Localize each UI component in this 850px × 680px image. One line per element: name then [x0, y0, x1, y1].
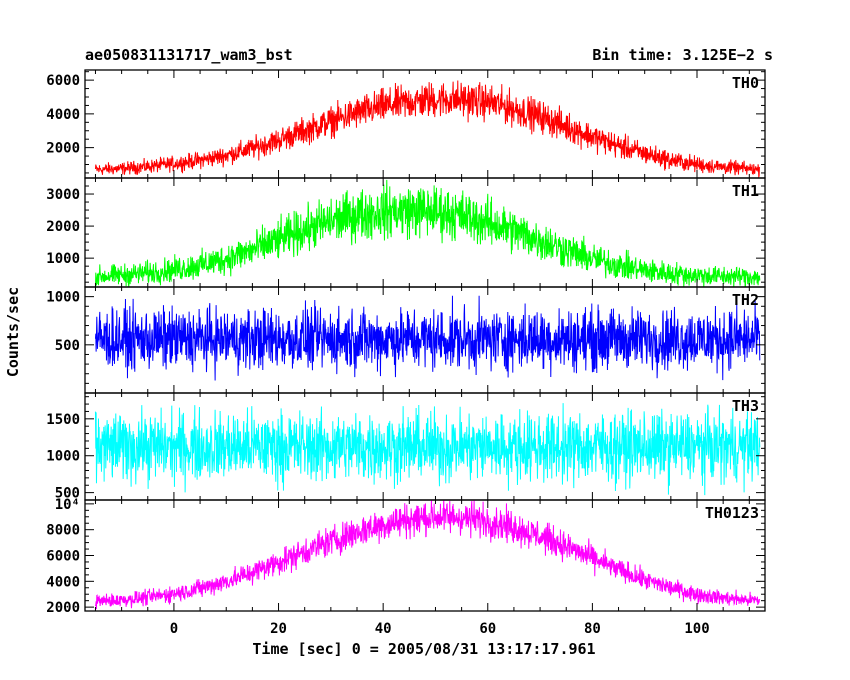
x-tick-label: 100	[684, 621, 709, 637]
panel-th3: 500 1000 1500 TH3	[46, 392, 766, 502]
panel-name-label: TH1	[732, 182, 759, 200]
y-axis-label: Counts/sec	[4, 287, 22, 377]
y-tick-label: 6000	[46, 549, 80, 565]
y-tick-label: 3000	[46, 187, 80, 203]
y-tick-label: 2000	[46, 600, 80, 616]
panel-name-label: TH3	[732, 397, 759, 415]
x-tick-label: 20	[270, 621, 287, 637]
series-th2-line	[94, 295, 761, 381]
panel-th2: 500 1000 TH2	[46, 286, 766, 394]
series-th0-line	[94, 80, 761, 178]
series-th0123-line	[94, 500, 761, 610]
panel-name-label: TH0	[732, 74, 759, 92]
x-tick-label: 60	[479, 621, 496, 637]
y-tick-label: 1000	[46, 251, 80, 267]
chart-title: ae050831131717_wam3_bst	[85, 46, 293, 64]
y-tick-label: 4000	[46, 574, 80, 590]
y-tick-label: 8000	[46, 523, 80, 539]
panel-name-label: TH2	[732, 291, 759, 309]
y-tick-label: 10⁴	[55, 497, 80, 513]
y-tick-label: 2000	[46, 141, 80, 157]
y-tick-label: 1500	[46, 412, 80, 428]
panel-th0123: 2000 4000 6000 8000 10⁴ TH0123	[46, 497, 766, 616]
series-th3-line	[94, 403, 761, 496]
y-tick-label: 1000	[46, 449, 80, 465]
panel-th1: 1000 2000 3000 TH1	[46, 177, 766, 288]
bin-time-label: Bin time: 3.125E−2 s	[592, 46, 773, 64]
y-tick-label: 1000	[46, 290, 80, 306]
series-th1-line	[94, 179, 761, 287]
y-tick-label: 500	[55, 338, 80, 354]
x-tick-label: 40	[375, 621, 392, 637]
y-tick-label: 2000	[46, 219, 80, 235]
x-tick-label: 0	[170, 621, 178, 637]
panel-th0: 2000 4000 6000 TH0	[46, 69, 766, 179]
y-tick-label: 500	[55, 486, 80, 502]
x-axis-label: Time [sec] 0 = 2005/08/31 13:17:17.961	[252, 640, 595, 658]
y-tick-label: 4000	[46, 107, 80, 123]
panel-name-label: TH0123	[705, 504, 759, 522]
y-tick-label: 6000	[46, 73, 80, 89]
x-tick-label: 80	[584, 621, 601, 637]
